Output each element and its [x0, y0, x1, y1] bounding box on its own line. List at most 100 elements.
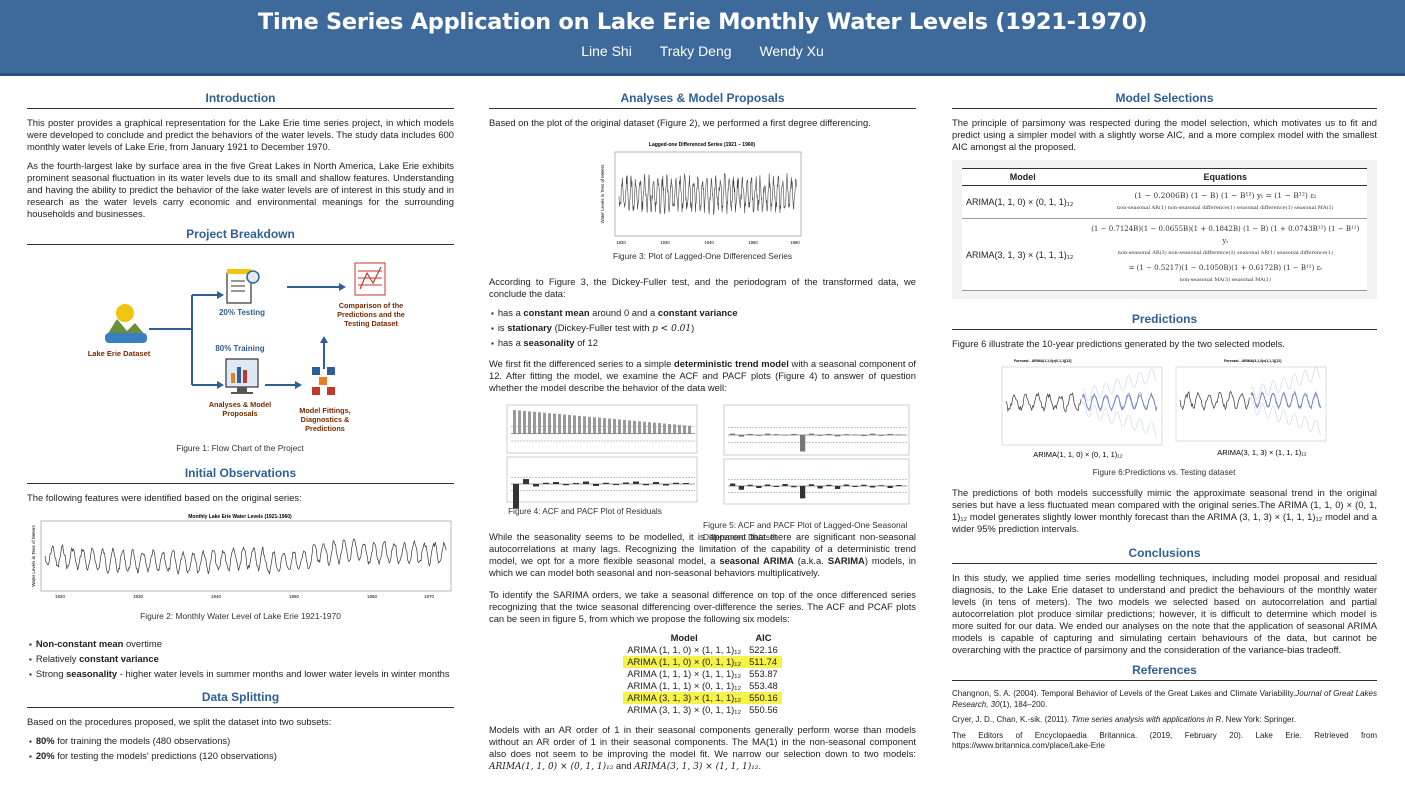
section-title-references: References: [952, 664, 1377, 681]
acf-bar: [628, 420, 631, 434]
table-row: ARIMA(1, 1, 0) × (0, 1, 1)₁₂ (1 − 0.2006…: [962, 185, 1367, 219]
acf-bar: [653, 482, 659, 484]
model-cell: ARIMA (3, 1, 3) × (1, 1, 1)₁₂: [623, 692, 746, 704]
node-lake-erie-dataset: Lake Erie Dataset: [88, 349, 151, 358]
acf-bar: [603, 482, 609, 484]
acf-bar: [896, 485, 902, 486]
forecast-right-title: Forecast - ARIMA(3,1,3)x(1,1,1)[12]: [1224, 359, 1281, 363]
figure-1-caption: Figure 1: Flow Chart of the Project: [176, 443, 304, 453]
figure-2-ylabel: Water Levels in Tens of Meters: [31, 524, 36, 586]
acf-bar: [765, 433, 771, 435]
section-title-project-breakdown: Project Breakdown: [27, 228, 454, 245]
acf-bar: [817, 486, 823, 489]
lower-interval-line: [1250, 399, 1322, 436]
column-header: Model: [962, 168, 1084, 186]
acf-bar: [668, 423, 671, 434]
equation-cell: (1 − 0.7124B)(1 − 0.0655B)(1 + 0.1842B) …: [1083, 218, 1367, 291]
acf-bar: [738, 486, 744, 490]
acf-bar: [730, 483, 736, 486]
intro-paragraph: This poster provides a graphical represe…: [27, 117, 454, 152]
acf-bar: [861, 435, 867, 437]
acf-bar: [826, 433, 832, 435]
predictions-paragraph: The predictions of both models successfu…: [952, 487, 1377, 534]
acf-bar: [730, 433, 736, 435]
acf-bar: [800, 486, 806, 499]
acf-bar: [861, 484, 867, 486]
acf-bar: [583, 416, 586, 434]
table-row: ARIMA (1, 1, 1) × (0, 1, 1)₁₂ 553.48: [623, 680, 782, 692]
node-training: 80% Training: [215, 344, 264, 353]
acf-bar: [523, 479, 529, 484]
x-tick: 1920: [616, 240, 626, 245]
intro-paragraph: As the fourth-largest lake by surface ar…: [27, 160, 454, 219]
comparison-chart-icon: [354, 262, 386, 296]
model-cell: ARIMA (1, 1, 0) × (0, 1, 1)₁₂: [623, 656, 746, 668]
figure-4-acf-panel: [506, 404, 698, 454]
acf-bar: [658, 423, 661, 434]
table-row: ARIMA (3, 1, 3) × (1, 1, 1)₁₂ 550.16: [623, 692, 782, 704]
acf-bar: [773, 434, 779, 435]
acf-bar: [870, 486, 876, 488]
figure-2-title: Monthly Lake Erie Water Levels (1921-196…: [188, 514, 292, 520]
node-fittings-line: Model Fittings,: [299, 406, 350, 415]
author-name: Traky Deng: [659, 43, 732, 59]
figure-3-differenced-plot: Lagged-one Differenced Series (1921 – 19…: [600, 142, 802, 245]
lower-interval-line: [1081, 401, 1158, 438]
acf-bar: [747, 433, 753, 435]
aic-table-body: ARIMA (1, 1, 0) × (1, 1, 1)₁₂ 522.16 ARIMA…: [623, 644, 782, 716]
acf-bar: [683, 483, 689, 484]
lake-icon: [105, 304, 147, 343]
forecast-right-label: ARIMA(3, 1, 3) × (1, 1, 1)₁₂: [1217, 448, 1307, 457]
acf-bar: [826, 484, 832, 486]
acf-bar: [870, 433, 876, 435]
x-tick: 1930: [133, 594, 144, 599]
x-tick: 1950: [748, 240, 758, 245]
acf-bar: [791, 433, 797, 435]
observed-series-line: [1179, 390, 1251, 412]
acf-bar: [643, 421, 646, 434]
table-header-row: Model AIC: [623, 632, 782, 644]
upper-interval-line: [1081, 368, 1158, 402]
node-fittings-line: Predictions: [305, 424, 345, 433]
analyses-paragraph: According to Figure 3, the Dickey-Fuller…: [489, 276, 916, 299]
acf-bar: [563, 484, 569, 486]
analyses-paragraph: We first fit the differenced series to a…: [489, 358, 916, 393]
acf-bar: [558, 414, 561, 434]
acf-bar: [808, 433, 814, 435]
acf-bar: [782, 484, 788, 486]
acf-bar: [756, 435, 762, 436]
node-analyses-line: Analyses & Model: [209, 400, 271, 409]
splitting-list: 80% for training the models (480 observa…: [29, 735, 454, 763]
conclusions-paragraph: In this study, we applied time series mo…: [952, 572, 1377, 655]
acf-bar: [843, 484, 849, 486]
acf-bar: [598, 417, 601, 434]
node-comparison-line: Testing Dataset: [344, 319, 398, 328]
acf-bar: [800, 435, 806, 452]
equation-cell: (1 − 0.2006B) (1 − B) (1 − B¹²) yₜ = (1 …: [1083, 185, 1367, 219]
figure-5-acf-panel: [723, 404, 910, 456]
column-right: Model Selections The principle of parsim…: [952, 92, 1377, 757]
model-cell: ARIMA (1, 1, 1) × (0, 1, 1)₁₂: [627, 680, 742, 691]
forecast-right-panel: [1175, 366, 1327, 442]
analyses-paragraph: While the seasonality seems to be modell…: [489, 531, 916, 578]
network-diagram-icon: [312, 367, 335, 395]
acf-bar: [543, 482, 549, 484]
acf-bar: [553, 482, 559, 484]
column-middle: Analyses & Model Proposals Based on the …: [489, 92, 916, 780]
testing-series-line: [1081, 392, 1158, 412]
acf-bar: [852, 486, 858, 487]
acf-bar: [573, 483, 579, 484]
selection-paragraph: The principle of parsimony was respected…: [952, 117, 1377, 152]
figure-6-forecast-plots: Forecast - ARIMA(1,1,0)x(0,1,1)[12] Fore…: [1001, 359, 1327, 477]
acf-bar: [608, 418, 611, 434]
acf-bar: [578, 415, 581, 434]
acf-bar: [518, 410, 521, 434]
acf-bar: [523, 410, 526, 434]
acf-bar: [633, 481, 639, 484]
aic-cell: 550.16: [745, 692, 782, 704]
section-title-initial-observations: Initial Observations: [27, 467, 454, 484]
initial-paragraph: The following features were identified b…: [27, 492, 302, 503]
acf-bar: [852, 434, 858, 435]
model-name-cell: ARIMA(3, 1, 3) × (1, 1, 1)₁₂: [962, 218, 1084, 291]
acf-bar: [588, 416, 591, 434]
